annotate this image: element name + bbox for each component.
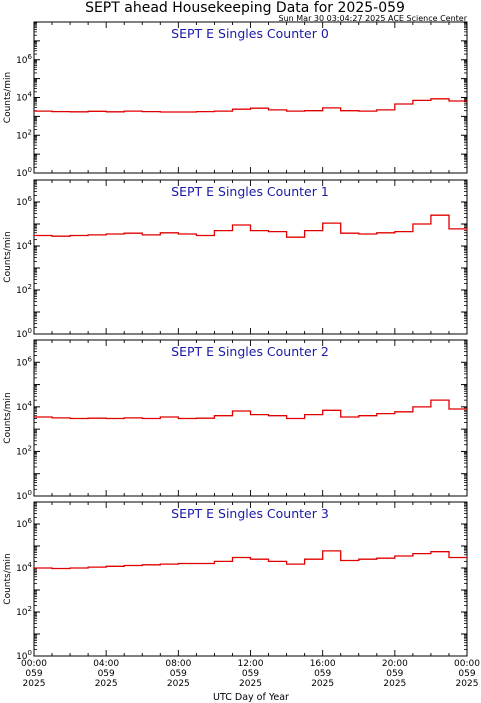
generation-timestamp: Sun Mar 30 03:04:27 2025 ACE Science Cen…: [279, 14, 468, 23]
panel-title: SEPT E Singles Counter 3: [171, 506, 329, 521]
y-axis-label: Counts/min: [3, 392, 13, 443]
counter-series-line: [34, 98, 468, 113]
x-tick-time-label: 04:00: [93, 659, 119, 669]
x-tick-time-label: 12:00: [238, 659, 264, 669]
x-tick-year-label: 2025: [383, 679, 406, 689]
y-tick-label: 100: [16, 327, 32, 340]
y-tick-label: 104: [16, 239, 32, 252]
panel-title: SEPT E Singles Counter 2: [171, 344, 329, 359]
y-axis-label: Counts/min: [3, 72, 13, 123]
x-tick-time-label: 00:00: [454, 659, 480, 669]
x-tick-year-label: 2025: [95, 679, 118, 689]
y-tick-label: 106: [16, 53, 32, 66]
x-axis-title: UTC Day of Year: [213, 692, 289, 703]
panel-2: 100 102 104 106 Counts/min SEPT E Singles Cou…: [3, 339, 468, 502]
y-axis-label: Counts/min: [3, 231, 13, 282]
y-tick-label: 106: [16, 355, 32, 368]
y-tick-label: 102: [16, 605, 32, 618]
x-tick-time-label: 16:00: [310, 659, 336, 669]
y-tick-label: 102: [16, 444, 32, 457]
x-tick-doy-label: 059: [242, 669, 259, 679]
counter-series-line: [34, 550, 468, 570]
x-tick-year-label: 2025: [311, 679, 334, 689]
x-tick-time-label: 20:00: [382, 659, 408, 669]
x-tick-year-label: 2025: [239, 679, 262, 689]
y-tick-label: 104: [16, 400, 32, 413]
x-tick-time-label: 00:00: [21, 659, 47, 669]
x-tick-doy-label: 059: [314, 669, 331, 679]
counter-series-line: [34, 214, 468, 238]
x-tick-doy-label: 059: [458, 669, 475, 679]
x-tick-doy-label: 059: [25, 669, 42, 679]
counter-series-line: [34, 399, 468, 420]
y-tick-label: 106: [16, 195, 32, 208]
y-tick-label: 104: [16, 91, 32, 104]
x-tick-year-label: 2025: [167, 679, 190, 689]
panel-title: SEPT E Singles Counter 0: [171, 26, 329, 41]
y-tick-label: 102: [16, 283, 32, 296]
y-tick-label: 100: [16, 489, 32, 502]
plot-frame: [33, 21, 468, 174]
panel-title: SEPT E Singles Counter 1: [171, 184, 329, 199]
y-tick-label: 102: [16, 128, 32, 141]
x-tick-doy-label: 059: [98, 669, 115, 679]
x-tick-time-label: 08:00: [165, 659, 191, 669]
y-tick-label: 106: [16, 517, 32, 530]
y-tick-label: 104: [16, 561, 32, 574]
panel-1: 100 102 104 106 Counts/min SEPT E Singles Cou…: [3, 179, 468, 340]
x-tick-doy-label: 059: [386, 669, 403, 679]
plot-frame: [33, 179, 468, 335]
y-tick-label: 100: [16, 166, 32, 179]
y-tick-label: 100: [16, 649, 32, 662]
y-axis-label: Counts/min: [3, 553, 13, 604]
x-tick-year-label: 2025: [23, 679, 46, 689]
chart-title: SEPT ahead Housekeeping Data for 2025-05…: [85, 0, 405, 16]
x-tick-doy-label: 059: [170, 669, 187, 679]
x-tick-year-label: 2025: [456, 679, 479, 689]
plot-frame: [33, 501, 468, 657]
panel-3: 100 102 104 106 Counts/min SEPT E Singles Cou…: [3, 501, 468, 662]
